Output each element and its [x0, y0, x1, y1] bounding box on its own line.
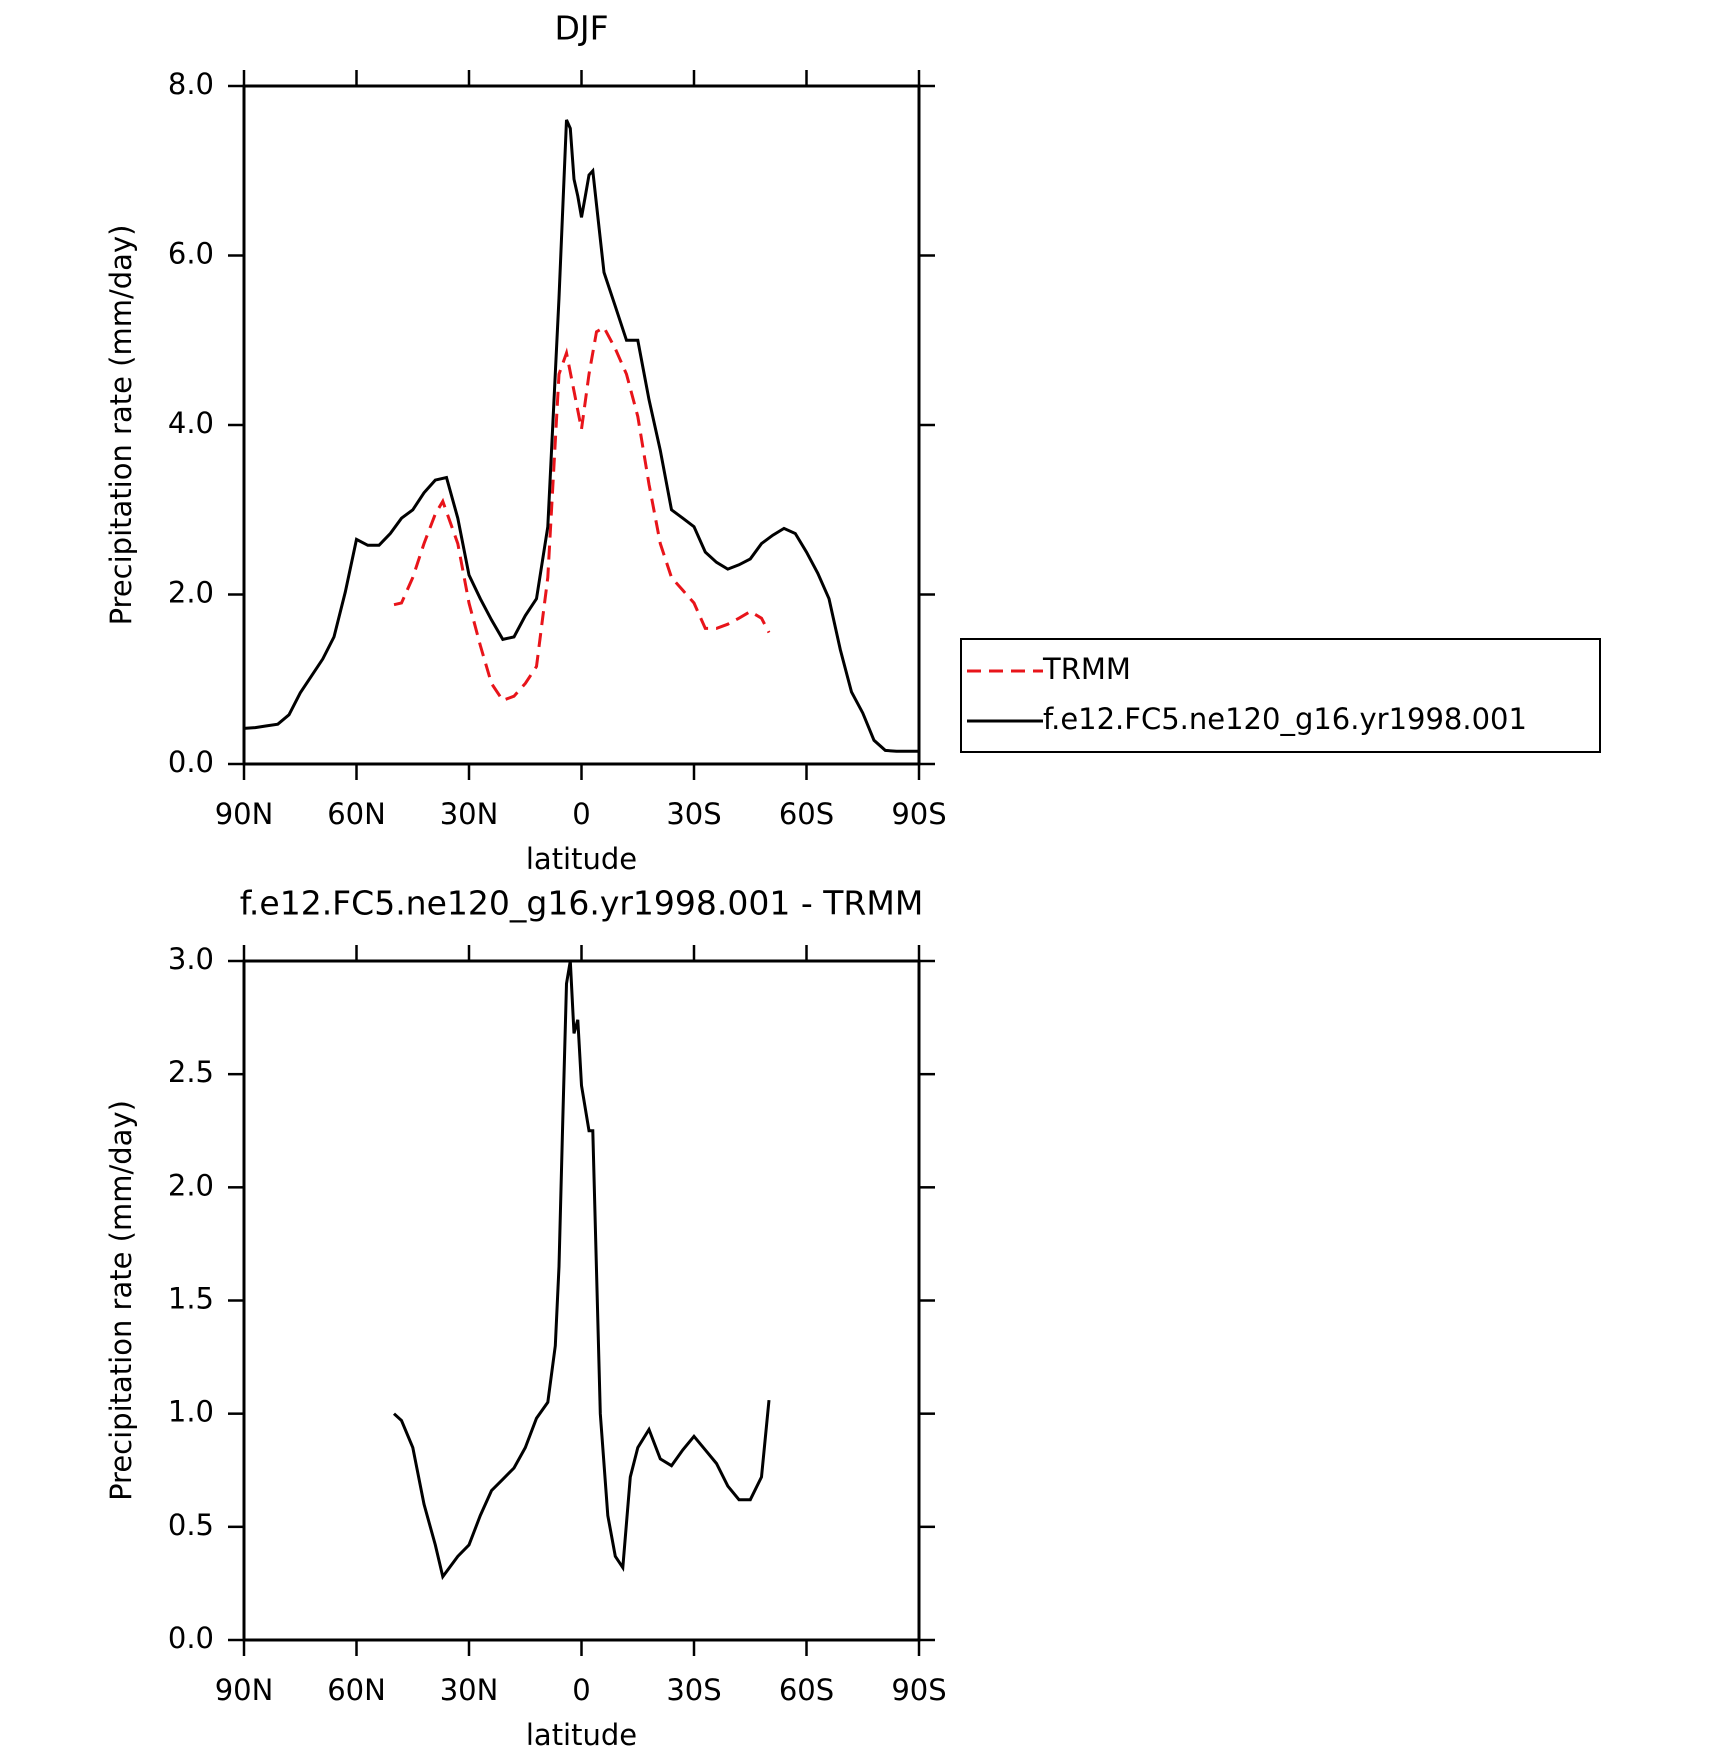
chart-title: DJF [554, 9, 608, 48]
x-tick-label: 60S [779, 1673, 834, 1707]
x-tick-label: 90N [215, 1673, 274, 1707]
x-tick-label: 90S [891, 797, 946, 831]
y-tick-label: 1.0 [168, 1395, 214, 1429]
x-tick-label: 60N [327, 1673, 386, 1707]
y-tick-label: 0.0 [168, 745, 214, 779]
y-tick-label: 2.5 [168, 1055, 214, 1089]
x-axis-label: latitude [526, 1718, 637, 1752]
x-tick-label: 0 [572, 797, 590, 831]
plot-frame [242, 959, 921, 1642]
y-tick-label: 4.0 [168, 406, 214, 440]
x-tick-label: 0 [572, 1673, 590, 1707]
x-tick-label: 30N [440, 1673, 499, 1707]
y-axis-label: Precipitation rate (mm/day) [104, 1100, 138, 1501]
legend-box [960, 638, 1601, 753]
x-tick-label: 90S [891, 1673, 946, 1707]
data-line [393, 325, 771, 703]
y-tick-label: 3.0 [168, 942, 214, 976]
y-tick-label: 0.5 [168, 1508, 214, 1542]
x-tick-label: 30S [666, 1673, 721, 1707]
x-tick-label: 60N [327, 797, 386, 831]
x-axis-label: latitude [526, 842, 637, 876]
y-tick-label: 2.0 [168, 1168, 214, 1202]
y-tick-label: 0.0 [168, 1621, 214, 1655]
y-tick-label: 1.5 [168, 1282, 214, 1316]
x-tick-label: 60S [779, 797, 834, 831]
y-tick-label: 2.0 [168, 576, 214, 610]
chart-title: f.e12.FC5.ne120_g16.yr1998.001 - TRMM [240, 884, 924, 923]
x-tick-label: 30N [440, 797, 499, 831]
x-tick-label: 90N [215, 797, 274, 831]
y-tick-label: 8.0 [168, 67, 214, 101]
plot-frame [242, 84, 921, 766]
x-tick-label: 30S [666, 797, 721, 831]
y-axis-label: Precipitation rate (mm/day) [104, 225, 138, 626]
data-line [392, 960, 771, 1581]
y-tick-label: 6.0 [168, 237, 214, 271]
data-line [243, 119, 919, 753]
legend-label: TRMM [1042, 652, 1131, 686]
legend-label: f.e12.FC5.ne120_g16.yr1998.001 [1043, 702, 1527, 736]
